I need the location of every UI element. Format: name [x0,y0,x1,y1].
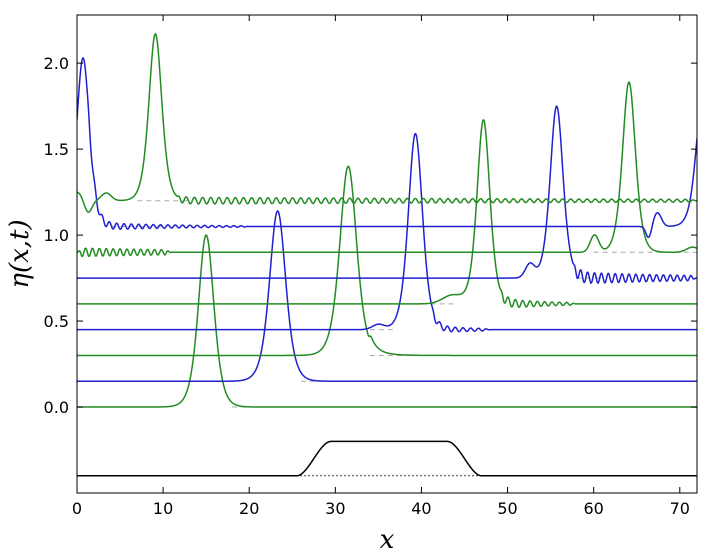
series-line-2 [77,165,697,357]
x-tick-label-1: 10 [153,499,173,518]
series-line-4 [77,119,697,308]
y-tick-label-4: 2.0 [44,54,69,73]
x-tick-label-7: 70 [670,499,690,518]
series-line-1 [77,210,697,382]
reference-lines [111,200,697,477]
y-tick-label-2: 1.0 [44,226,69,245]
y-axis-label: η(x,t) [5,219,35,288]
series-line-3 [77,132,697,333]
series-line-8 [77,33,697,213]
series-line-0 [77,234,697,408]
x-tick-label-2: 20 [239,499,259,518]
x-tick-label-4: 40 [411,499,431,518]
plot-frame [76,14,698,494]
x-tick-label-6: 60 [583,499,603,518]
series-lines [77,33,697,477]
y-tick-label-1: 0.5 [44,312,69,331]
series-line-6 [77,81,697,258]
y-tick-label-3: 1.5 [44,140,69,159]
y-tick-label-0: 0.0 [44,398,69,417]
x-axis-label: x [380,525,395,555]
bottom-profile-line [77,440,697,477]
x-tick-label-3: 30 [325,499,345,518]
x-tick-label-0: 0 [72,499,82,518]
x-tick-label-5: 50 [497,499,517,518]
axes: 0 10 20 30 40 50 60 70 0.0 0.5 1.0 1.5 2.0 [44,14,698,518]
series-line-7 [77,57,697,239]
series-line-5 [77,105,697,284]
